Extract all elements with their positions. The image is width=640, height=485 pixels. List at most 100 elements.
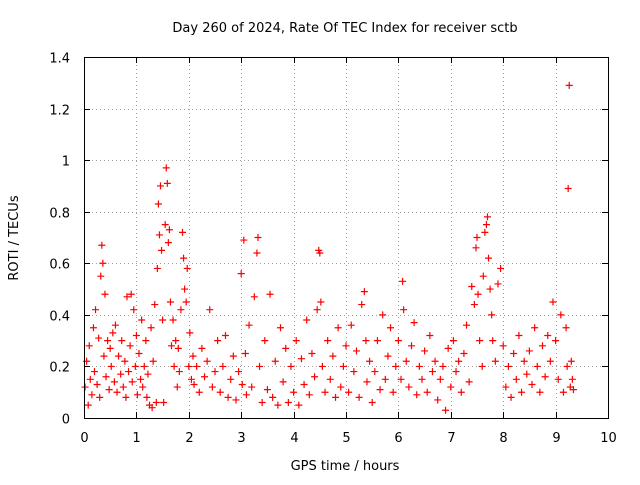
data-point — [160, 399, 168, 407]
data-point — [476, 337, 484, 345]
data-point — [258, 399, 266, 407]
data-point — [494, 280, 502, 288]
data-point — [102, 373, 110, 381]
data-point — [172, 337, 180, 345]
data-point — [128, 378, 136, 386]
data-point — [121, 357, 129, 365]
data-point — [518, 388, 526, 396]
data-point — [240, 236, 248, 244]
data-point — [491, 357, 499, 365]
data-point — [465, 378, 473, 386]
data-point — [122, 393, 130, 401]
data-point — [198, 344, 206, 352]
data-point — [254, 234, 262, 241]
data-point — [161, 221, 169, 229]
data-point — [248, 383, 256, 391]
data-point — [253, 249, 261, 257]
data-point — [436, 375, 444, 383]
data-point — [321, 388, 329, 396]
data-point — [318, 362, 326, 370]
data-point — [159, 316, 167, 324]
data-point — [242, 391, 250, 399]
data-point — [284, 399, 292, 407]
data-point — [447, 383, 455, 391]
data-point — [140, 362, 148, 370]
data-point — [533, 362, 541, 370]
data-point — [227, 375, 235, 383]
data-point — [190, 380, 198, 388]
data-point — [297, 355, 305, 363]
data-point — [206, 306, 214, 314]
data-point — [528, 380, 536, 388]
y-tick-label: 1.4 — [49, 52, 70, 67]
data-point — [523, 370, 531, 378]
data-point — [195, 388, 203, 396]
data-point — [381, 375, 389, 383]
y-axis-label: ROTI / TECUs — [7, 195, 22, 280]
data-point — [376, 386, 384, 394]
data-point — [515, 331, 523, 339]
data-point — [418, 375, 426, 383]
data-point — [371, 368, 379, 376]
data-point — [468, 282, 476, 290]
data-point — [245, 321, 253, 329]
x-tick-label: 6 — [394, 431, 402, 446]
data-point — [151, 301, 159, 309]
data-point — [111, 321, 119, 329]
data-point — [389, 388, 397, 396]
data-point — [142, 337, 150, 345]
data-point — [232, 396, 240, 404]
chart-title: Day 260 of 2024, Rate Of TEC Index for r… — [172, 21, 517, 36]
data-point — [99, 259, 107, 267]
data-point — [250, 293, 258, 301]
data-point — [449, 337, 457, 345]
data-point — [413, 391, 421, 399]
data-point — [402, 357, 410, 365]
grid — [84, 57, 608, 418]
data-point — [557, 311, 565, 319]
data-point — [342, 342, 350, 350]
data-point — [373, 337, 381, 345]
data-point — [152, 399, 160, 407]
data-point — [444, 344, 452, 352]
data-point — [473, 234, 481, 241]
data-point — [130, 306, 138, 314]
data-point — [554, 375, 562, 383]
data-point — [125, 368, 133, 376]
data-point — [442, 406, 450, 414]
data-point — [536, 388, 544, 396]
data-point — [486, 285, 494, 293]
data-point — [431, 357, 439, 365]
data-point — [158, 246, 166, 254]
data-point — [105, 386, 113, 394]
data-point — [153, 264, 161, 272]
data-point — [305, 391, 313, 399]
data-point — [131, 362, 139, 370]
data-point — [224, 393, 232, 401]
x-tick-label: 2 — [185, 431, 193, 446]
data-point — [241, 350, 249, 358]
data-point — [203, 357, 211, 365]
data-point — [183, 264, 191, 272]
data-point — [499, 342, 507, 350]
data-point — [541, 373, 549, 381]
data-point — [96, 393, 104, 401]
data-point — [109, 329, 117, 337]
y-tick-label: 0.6 — [49, 258, 70, 273]
data-point — [81, 383, 89, 391]
x-axis-label: GPS time / hours — [291, 459, 400, 474]
x-tick-label: 4 — [290, 431, 298, 446]
data-point — [117, 370, 125, 378]
data-point — [339, 362, 347, 370]
data-point — [415, 362, 423, 370]
data-point — [144, 370, 152, 378]
data-point — [308, 350, 316, 358]
data-point — [567, 357, 575, 365]
data-point — [564, 185, 572, 193]
ticks — [84, 57, 609, 419]
data-point — [347, 321, 355, 329]
data-point — [113, 388, 121, 396]
data-point — [186, 329, 194, 337]
data-point — [189, 352, 197, 360]
data-point — [362, 337, 370, 345]
